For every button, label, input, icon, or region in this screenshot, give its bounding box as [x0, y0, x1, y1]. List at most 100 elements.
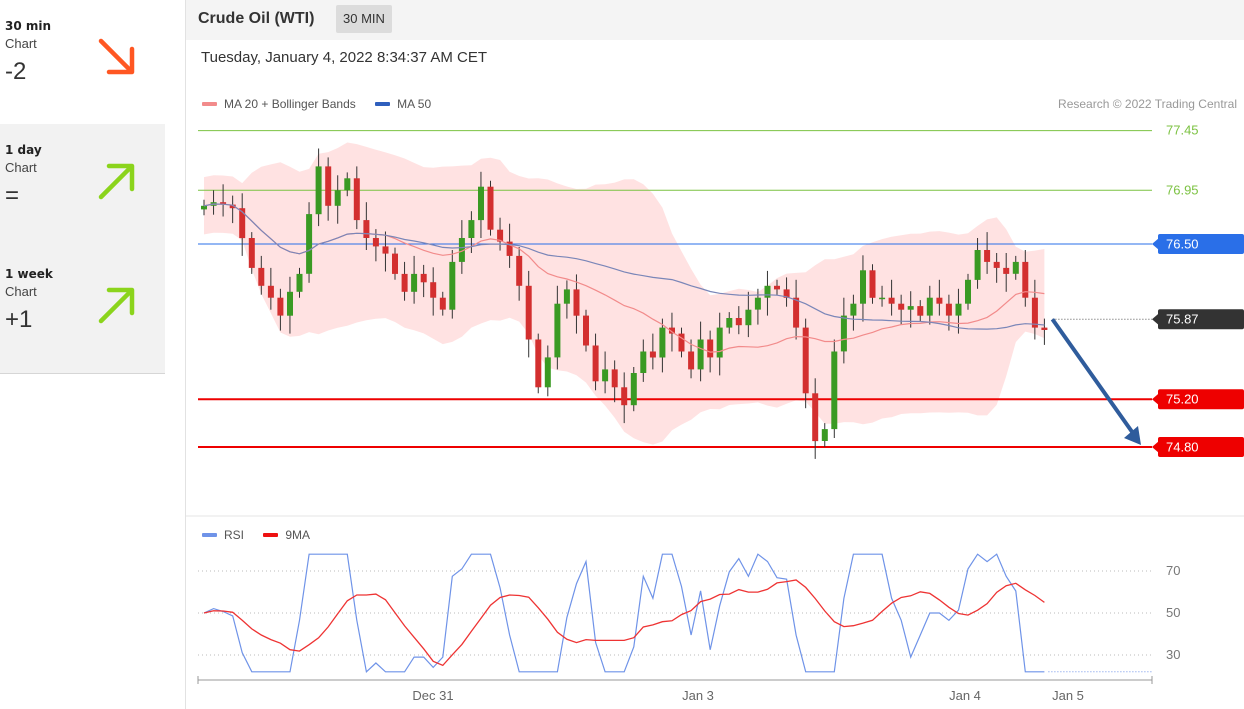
candle-body [535, 339, 542, 388]
candle-body [754, 297, 761, 310]
candle-body [325, 166, 332, 206]
level-tag-pointer [1152, 441, 1159, 453]
level-label: 77.45 [1166, 123, 1199, 138]
candle-body [296, 273, 303, 292]
candle-body [315, 166, 322, 215]
candle-body [267, 285, 274, 298]
x-tick-label: Jan 4 [949, 688, 981, 703]
level-tag-pointer [1152, 393, 1159, 406]
timeframe-card-1week[interactable]: 1 week Chart +1 [0, 248, 165, 374]
candle-body [487, 186, 494, 230]
candle-body [306, 214, 313, 274]
candle-body [573, 289, 580, 316]
candle-body [516, 255, 523, 286]
candle-body [745, 309, 752, 326]
candle-body [840, 315, 847, 352]
candle-body [544, 357, 551, 388]
timeframe-name: 1 day [5, 143, 42, 157]
instrument-title: Crude Oil (WTI) [198, 10, 315, 27]
candle-body [945, 303, 952, 316]
candle-body [344, 178, 351, 191]
candle-body [936, 297, 943, 304]
candle-body [525, 285, 532, 340]
candle-body [411, 273, 418, 292]
candle-body [907, 306, 914, 310]
candle-body [1012, 261, 1019, 274]
legend-label: MA 50 [397, 97, 432, 111]
candle-body [793, 297, 800, 328]
candle-body [669, 327, 675, 334]
candle-body [735, 318, 742, 326]
level-tag [1158, 437, 1244, 457]
x-tick-label: Dec 31 [412, 688, 453, 703]
rsi-ma9-line [203, 579, 1045, 667]
x-tick-label: Jan 5 [1052, 688, 1084, 703]
candle-body [764, 285, 771, 298]
candle-body [506, 241, 513, 256]
legend-item-rsi: RSI [202, 528, 244, 542]
candle-body [812, 393, 819, 442]
timeframe-sub: Chart [5, 36, 37, 51]
candle-body [239, 208, 246, 239]
level-label: 75.20 [1166, 392, 1199, 407]
candle-body [468, 220, 475, 238]
candle-body [831, 351, 838, 430]
candle-body [630, 373, 637, 406]
timeframe-card-30min[interactable]: 30 min Chart -2 [0, 0, 165, 125]
candle-body [201, 205, 207, 210]
level-label: 76.95 [1166, 182, 1199, 197]
legend-label: RSI [224, 528, 245, 542]
candle-body [697, 339, 704, 370]
legend-item-9ma: 9MA [263, 528, 310, 542]
timeframe-score: -2 [5, 58, 27, 85]
candle-body [611, 369, 618, 388]
candle-body [898, 303, 905, 310]
timeframe-badge[interactable]: 30 MIN [336, 5, 392, 33]
chart-panel: Crude Oil (WTI) 30 MIN Tuesday, January … [185, 0, 1244, 709]
candle-body [401, 273, 408, 292]
candle-body [821, 429, 828, 441]
candle-body [583, 315, 589, 346]
legend-swatch [375, 101, 391, 106]
candle-body [392, 253, 398, 274]
candle-body [726, 318, 733, 328]
candle-body [478, 186, 484, 221]
candle-body [879, 297, 886, 300]
x-tick-label: Jan 3 [682, 688, 714, 703]
candle-body [802, 327, 809, 394]
candle-body [449, 261, 456, 310]
candle-body [602, 369, 609, 382]
arrow-down-right-icon [98, 38, 135, 75]
candle-body [372, 238, 379, 247]
main-legend: MA 20 + Bollinger Bands MA 50 [202, 97, 447, 111]
timeframe-card-1day[interactable]: 1 day Chart = [0, 124, 165, 249]
chart-header: Crude Oil (WTI) 30 MIN [186, 0, 1244, 40]
price-chart[interactable]: 77.45 76.95 76.50 75.87 75.20 74.80 70 50 30 Dec … [186, 0, 1244, 709]
rsi-tick-label: 30 [1166, 647, 1180, 662]
candle-body [974, 250, 981, 280]
candle-body [621, 387, 628, 406]
timeframe-score: +1 [5, 306, 33, 333]
timeframe-sub: Chart [5, 284, 37, 299]
candle-body [965, 279, 971, 304]
ma50-line [203, 203, 1045, 330]
rsi-line [203, 553, 1045, 673]
candle-body [888, 297, 895, 304]
candle-body [860, 270, 866, 304]
level-tag-pointer [1152, 313, 1159, 326]
candle-body [926, 297, 933, 316]
candle-body [1003, 267, 1010, 274]
candle-body [716, 327, 723, 358]
candle-body [955, 303, 962, 316]
arrow-up-right-icon [98, 287, 135, 324]
legend-label: MA 20 + Bollinger Bands [224, 97, 356, 111]
level-label: 75.87 [1166, 312, 1199, 327]
rsi-tick-label: 70 [1166, 563, 1180, 578]
candle-body [783, 289, 790, 298]
candle-body [1022, 261, 1029, 298]
candle-body [850, 303, 857, 316]
candle-body [1041, 327, 1048, 330]
candle-body [458, 238, 465, 262]
chart-datetime: Tuesday, January 4, 2022 8:34:37 AM CET [201, 49, 487, 66]
candle-body [220, 202, 227, 205]
